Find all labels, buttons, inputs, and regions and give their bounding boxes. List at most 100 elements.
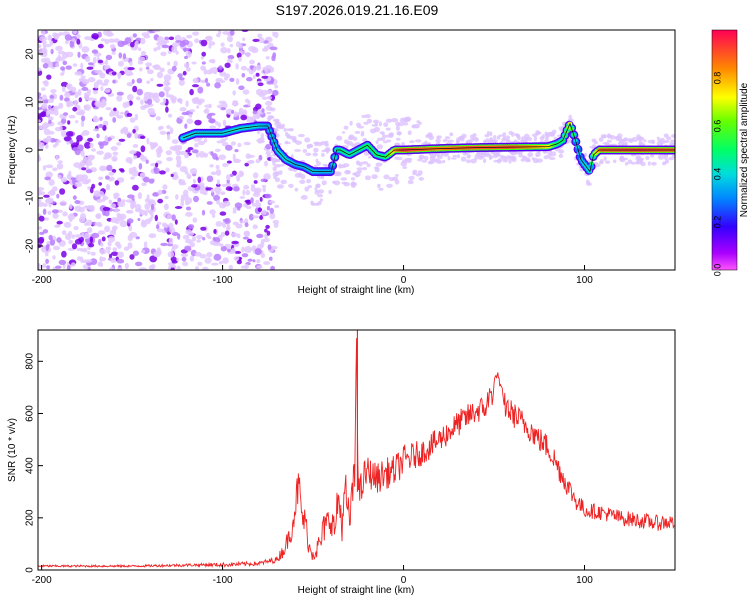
noise-blob (190, 168, 198, 175)
noise-blob (39, 125, 48, 130)
noise-blob (81, 130, 90, 136)
noise-blob (80, 120, 85, 128)
noise-blob (220, 231, 226, 238)
noise-blob (120, 127, 128, 134)
noise-blob (146, 137, 150, 145)
noise-blob (264, 228, 268, 233)
noise-blob (153, 167, 158, 172)
haze-blob (321, 149, 327, 153)
snr-y-label: SNR (10 * v/v) (7, 418, 18, 482)
haze-blob (305, 152, 312, 156)
noise-blob (62, 60, 68, 66)
noise-blob (219, 243, 224, 248)
haze-blob (402, 122, 409, 126)
noise-blob (232, 207, 238, 211)
noise-blob (129, 254, 135, 260)
noise-blob (170, 173, 174, 177)
haze-blob (589, 145, 597, 149)
noise-blob (93, 81, 99, 89)
noise-blob (61, 86, 66, 92)
noise-blob (112, 247, 118, 252)
noise-blob (60, 177, 67, 183)
noise-blob (64, 97, 70, 102)
haze-blob (332, 180, 336, 184)
haze-blob (274, 159, 279, 162)
haze-blob (313, 147, 319, 153)
haze-blob (402, 117, 410, 122)
noise-blob (121, 199, 126, 203)
noise-blob (117, 201, 126, 208)
noise-blob (81, 115, 86, 122)
noise-blob (116, 243, 122, 249)
noise-blob (97, 59, 104, 64)
noise-blob (166, 125, 171, 130)
noise-blob (125, 199, 133, 203)
noise-blob (194, 38, 200, 44)
noise-blob (160, 242, 169, 247)
haze-blob (285, 140, 289, 145)
noise-blob (236, 233, 241, 239)
noise-blob (226, 174, 231, 181)
noise-blob (63, 112, 69, 116)
noise-blob (42, 40, 47, 45)
haze-blob (444, 136, 451, 140)
noise-blob (116, 95, 123, 102)
noise-blob (197, 99, 203, 106)
noise-blob (132, 184, 139, 191)
haze-blob (437, 135, 442, 139)
noise-blob (91, 183, 96, 189)
noise-blob (58, 102, 64, 109)
noise-blob (168, 237, 174, 245)
haze-blob (624, 161, 629, 166)
noise-blob (256, 265, 263, 269)
noise-blob (81, 46, 90, 53)
haze-blob (489, 137, 493, 141)
noise-blob (246, 199, 252, 205)
noise-blob (201, 209, 206, 216)
noise-blob (159, 67, 165, 73)
colorbar-label: Normalized spectral amplitude (739, 82, 750, 217)
haze-blob (310, 200, 314, 205)
colorbar-tick-label: 0.2 (712, 216, 722, 229)
x-tick-label: -200 (32, 575, 52, 586)
noise-blob (42, 229, 49, 234)
noise-blob (52, 245, 61, 251)
noise-blob (196, 105, 200, 109)
noise-blob (108, 171, 115, 176)
noise-blob (178, 182, 187, 186)
noise-blob (58, 259, 67, 265)
y-tick-label: 10 (25, 96, 36, 108)
noise-blob (176, 265, 181, 270)
noise-blob (113, 107, 117, 112)
haze-blob (533, 136, 538, 142)
noise-blob (128, 150, 137, 155)
noise-blob (182, 234, 190, 240)
noise-blob (126, 218, 134, 224)
noise-blob (92, 117, 100, 123)
haze-blob (358, 161, 363, 167)
haze-blob (306, 144, 310, 149)
noise-blob (209, 164, 214, 168)
haze-blob (501, 137, 507, 142)
noise-blob (61, 250, 67, 258)
noise-blob (139, 67, 143, 72)
noise-blob (45, 171, 53, 179)
noise-blob (80, 160, 85, 166)
haze-blob (447, 139, 455, 143)
haze-blob (401, 142, 405, 147)
noise-blob (200, 39, 208, 47)
noise-blob (192, 31, 200, 36)
noise-blob (66, 83, 71, 89)
noise-blob (156, 151, 162, 158)
noise-blob (87, 186, 91, 190)
noise-blob (244, 222, 249, 228)
noise-blob (263, 45, 270, 51)
noise-blob (140, 172, 146, 177)
haze-blob (409, 140, 415, 144)
noise-blob (154, 97, 160, 104)
noise-blob (43, 57, 51, 64)
noise-blob (131, 169, 139, 177)
noise-blob (72, 63, 78, 67)
noise-blob (110, 146, 118, 151)
